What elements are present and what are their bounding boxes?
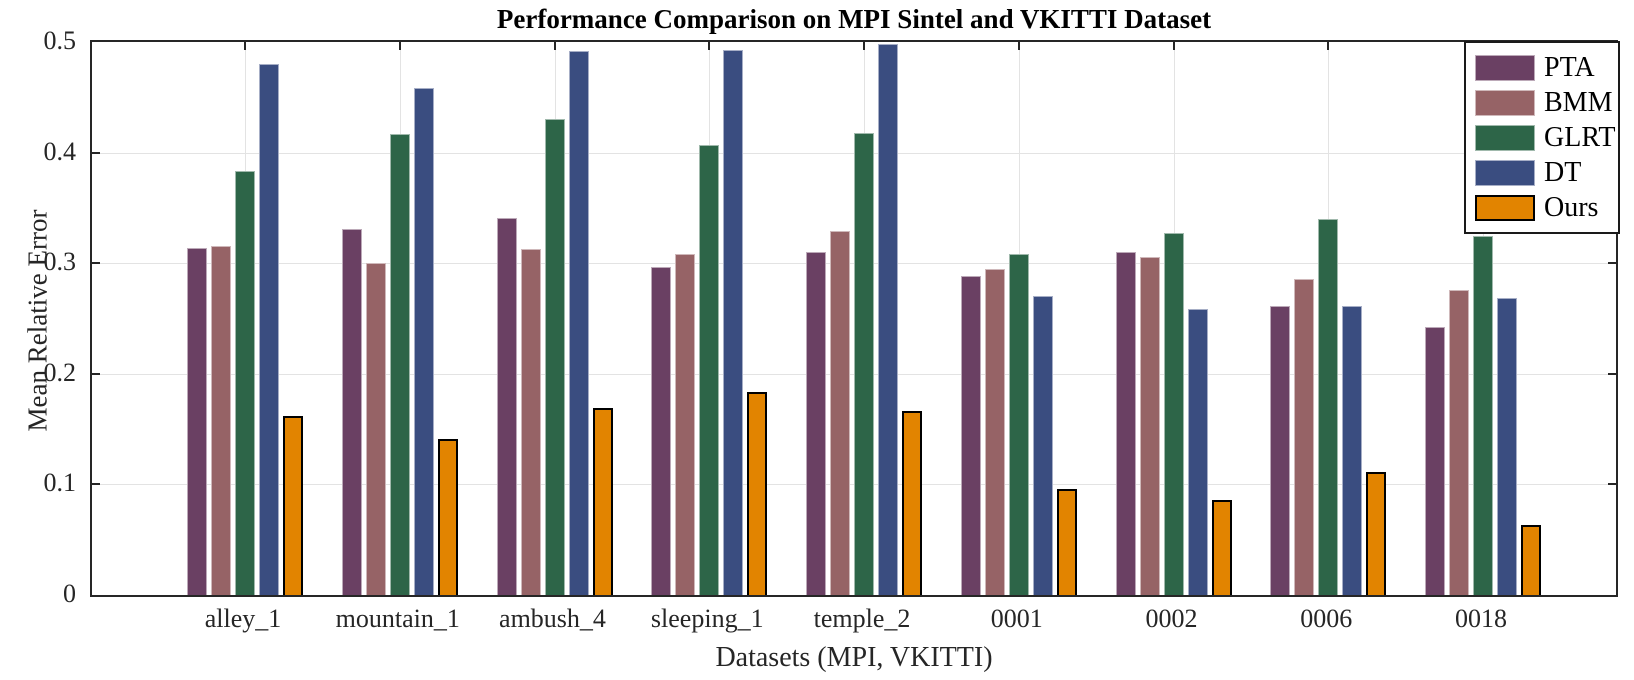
y-tick-mark-left [92,483,100,486]
bar-Ours-alley_1 [283,415,303,595]
bar-PTA-ambush_4 [496,217,517,595]
bar-DT-0002 [1187,308,1208,595]
bar-BMM-0018 [1449,289,1469,595]
bar-PTA-temple_2 [806,252,826,595]
x-tick-mark-top [244,42,246,50]
bar-GLRT-0001 [1008,254,1029,595]
bar-GLRT-mountain_1 [389,133,410,595]
y-tick-mark-right [1608,483,1616,486]
bar-PTA-alley_1 [187,247,207,595]
x-tick-mark-top [1017,42,1020,50]
bar-DT-0018 [1497,297,1517,595]
bar-DT-temple_2 [878,44,898,595]
chart-title: Performance Comparison on MPI Sintel and… [496,4,1212,34]
bar-DT-ambush_4 [568,50,589,595]
bar-DT-sleeping_1 [723,49,744,595]
x-tick-label: temple_2 [813,604,911,633]
legend-item-GLRT: GLRT [1475,120,1615,155]
x-tick-label: 0002 [1145,604,1198,633]
legend-swatch-Ours [1475,194,1535,221]
bar-GLRT-0018 [1473,235,1493,595]
x-tick-mark-top [398,42,401,50]
plot-area [90,40,1618,597]
x-tick-label: 0018 [1455,604,1507,633]
bar-Ours-0002 [1211,499,1232,595]
x-tick-mark-top [708,42,711,50]
legend-swatch-GLRT [1475,124,1535,151]
y-tick-label: 0.5 [43,26,77,55]
x-tick-label: ambush_4 [499,604,606,633]
bar-GLRT-sleeping_1 [699,144,720,595]
bar-DT-0001 [1032,296,1053,595]
legend-label-DT: DT [1544,156,1582,188]
bar-Ours-0001 [1056,488,1077,595]
x-tick-label: mountain_1 [335,604,460,633]
legend-item-DT: DT [1475,155,1610,190]
bar-BMM-mountain_1 [365,263,386,595]
bar-PTA-0006 [1270,306,1291,595]
bar-PTA-sleeping_1 [651,266,672,595]
bar-PTA-mountain_1 [341,228,362,595]
bar-BMM-sleeping_1 [675,254,696,595]
bar-Ours-0018 [1521,525,1541,595]
bar-PTA-0018 [1425,327,1445,595]
bar-GLRT-0002 [1163,233,1184,595]
bar-GLRT-ambush_4 [544,119,565,595]
y-tick-label: 0.3 [43,247,77,277]
y-tick-label: 0.1 [43,468,77,498]
x-tick-label: sleeping_1 [650,604,764,633]
bar-GLRT-0006 [1318,218,1339,595]
x-tick-label: 0006 [1300,604,1353,633]
y-tick-mark-right [1608,372,1616,375]
legend-swatch-DT [1475,159,1535,186]
bar-Ours-temple_2 [902,411,922,595]
legend-label-GLRT: GLRT [1544,121,1616,153]
bar-PTA-0002 [1115,252,1136,595]
x-tick-mark-top [863,42,865,50]
x-tick-mark-top [1327,42,1330,50]
bar-DT-0006 [1342,306,1363,595]
bar-GLRT-alley_1 [235,171,255,595]
y-tick-label: 0 [63,579,76,608]
y-tick-mark-right [1608,262,1616,265]
y-axis-title: Mean Relative Error [22,209,53,432]
bar-PTA-0001 [960,276,981,595]
legend-item-BMM: BMM [1475,85,1613,120]
bar-DT-mountain_1 [413,88,434,595]
legend-label-BMM: BMM [1544,86,1613,118]
bar-Ours-sleeping_1 [747,391,768,595]
bar-Ours-0006 [1366,472,1387,595]
bar-GLRT-temple_2 [854,132,874,595]
bar-BMM-temple_2 [830,231,850,595]
legend-swatch-PTA [1475,54,1535,81]
y-tick-label: 0.2 [43,357,77,387]
bar-BMM-0001 [984,268,1005,595]
legend: PTA BMM GLRT DT Ours [1464,41,1620,234]
legend-item-PTA: PTA [1475,50,1610,85]
x-axis-title: Datasets (MPI, VKITTI) [715,642,993,673]
bar-DT-alley_1 [259,64,279,595]
x-tick-mark-top [553,42,556,50]
bar-BMM-ambush_4 [520,248,541,595]
x-tick-label: 0001 [990,604,1043,633]
x-tick-label: alley_1 [204,604,282,633]
bar-BMM-0006 [1294,278,1315,595]
bar-BMM-0002 [1139,256,1160,595]
x-tick-mark-top [1172,42,1175,50]
legend-item-Ours: Ours [1475,190,1610,225]
bar-Ours-ambush_4 [592,408,613,595]
y-tick-mark-left [92,262,100,265]
bar-BMM-alley_1 [211,245,231,595]
legend-label-PTA: PTA [1544,51,1595,83]
y-tick-mark-left [92,372,100,375]
legend-label-Ours: Ours [1544,191,1599,223]
y-tick-mark-left [92,151,100,154]
legend-swatch-BMM [1475,89,1535,116]
bar-Ours-mountain_1 [437,439,458,595]
y-tick-label: 0.4 [43,136,77,166]
